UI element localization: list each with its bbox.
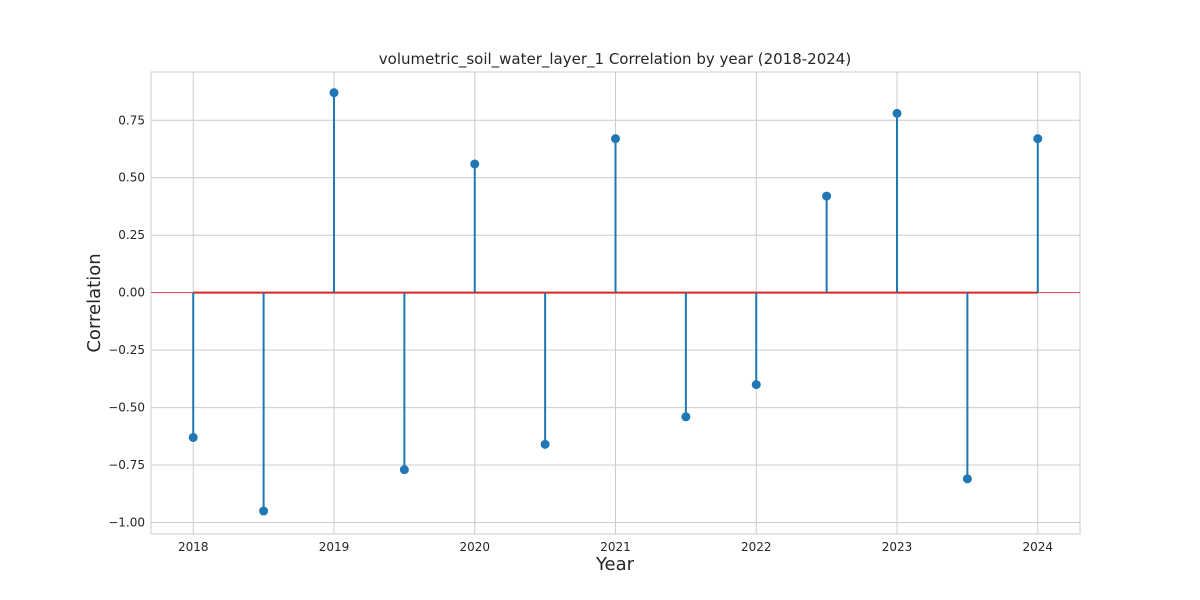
plot-area-frame	[150, 71, 1081, 535]
stem-marker	[259, 506, 269, 516]
x-tick-label: 2023	[882, 540, 913, 554]
x-axis-label: Year	[595, 554, 635, 575]
stem-marker	[751, 380, 761, 390]
stem-marker	[1033, 134, 1043, 144]
y-tick-labels: −1.00 −0.75 −0.50 −0.25 0.00 0.25 0.50 0.75	[108, 113, 145, 529]
stems-group	[192, 92, 1039, 512]
y-tick-label: −0.25	[108, 343, 145, 357]
stem-marker	[681, 412, 691, 422]
stem-marker	[329, 88, 339, 98]
markers-group	[188, 88, 1043, 516]
y-tick-label: 0.50	[118, 171, 145, 185]
y-axis-label: Correlation	[84, 253, 105, 352]
x-tick-labels: 2018 2019 2020 2021 2022 2023 2024	[178, 540, 1053, 554]
x-tick-label: 2024	[1022, 540, 1053, 554]
y-tick-label: 0.75	[118, 113, 145, 127]
y-tick-label: −1.00	[108, 516, 145, 530]
stem-marker	[540, 439, 550, 449]
x-tick-label: 2022	[741, 540, 772, 554]
stem-marker	[962, 474, 972, 484]
stem-marker	[611, 134, 620, 144]
x-tick-label: 2020	[459, 540, 490, 554]
x-tick-label: 2021	[600, 540, 631, 554]
y-tick-label: −0.50	[108, 401, 145, 415]
x-tick-label: 2018	[178, 540, 209, 554]
stem-marker	[470, 159, 480, 169]
y-tick-label: 0.25	[118, 228, 145, 242]
x-tick-label: 2019	[319, 540, 350, 554]
stem-marker	[822, 191, 832, 201]
y-tick-label: −0.75	[108, 458, 145, 472]
stem-marker	[188, 432, 198, 442]
y-tick-label: 0.00	[118, 286, 145, 300]
stem-marker	[399, 465, 409, 475]
stem-marker	[892, 108, 902, 118]
chart-title: volumetric_soil_water_layer_1 Correlatio…	[379, 50, 851, 69]
